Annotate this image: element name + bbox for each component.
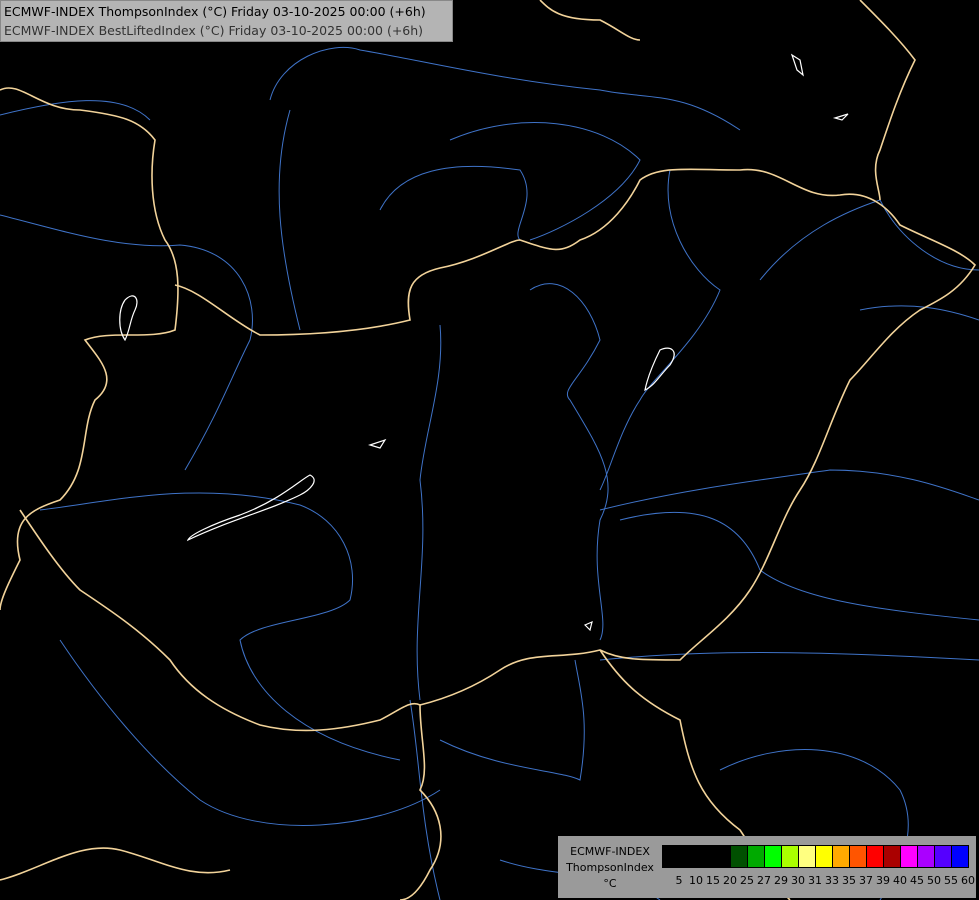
rivers [0,46,979,900]
lakes [119,53,849,632]
legend-parameter: ThompsonIndex [566,861,654,874]
legend-unit: °C [603,877,617,890]
title-thompson-index: ECMWF-INDEX ThompsonIndex (°C) Friday 03… [4,4,426,19]
legend-tick-label: 39 [876,874,890,887]
legend-caption: ECMWF-INDEX ThompsonIndex °C [560,844,660,892]
legend-tick-label: 40 [893,874,907,887]
legend-swatch [816,846,833,867]
legend-swatch [935,846,952,867]
legend-tick-label: 35 [842,874,856,887]
legend-tick-label: 20 [723,874,737,887]
legend-swatch [680,846,697,867]
legend-tick-label: 5 [675,874,683,887]
legend-swatch [884,846,901,867]
legend-swatch [714,846,731,867]
legend-tick-label: 60 [961,874,975,887]
legend-tick-label: 10 [689,874,703,887]
legend-swatch [697,846,714,867]
legend-swatch [663,846,680,867]
legend-tick-label: 29 [774,874,788,887]
legend-tick-label: 55 [944,874,958,887]
legend-swatch [918,846,935,867]
legend-swatch [850,846,867,867]
legend-tick-label: 50 [927,874,941,887]
color-legend: ECMWF-INDEX ThompsonIndex °C 5 10 15 20 25 27… [558,836,976,898]
legend-tick-label: 27 [757,874,771,887]
legend-swatch [765,846,782,867]
legend-tick-label: 33 [825,874,839,887]
legend-tick-labels: 5 10 15 20 25 27 29 30 31 33 35 37 39 40 45 50 55 60 [662,874,976,890]
legend-tick-label: 25 [740,874,754,887]
legend-swatch [833,846,850,867]
legend-tick-label: 30 [791,874,805,887]
legend-swatch [799,846,816,867]
legend-swatch [867,846,884,867]
legend-tick-label: 45 [910,874,924,887]
legend-swatch [952,846,968,867]
legend-tick-label: 31 [808,874,822,887]
map-title-box: ECMWF-INDEX ThompsonIndex (°C) Friday 03… [0,0,453,42]
legend-swatch [731,846,748,867]
legend-color-scale [662,845,969,868]
legend-source: ECMWF-INDEX [570,845,650,858]
legend-tick-label: 37 [859,874,873,887]
legend-swatch [748,846,765,867]
legend-tick-label: 15 [706,874,720,887]
legend-swatch [782,846,799,867]
title-best-lifted-index: ECMWF-INDEX BestLiftedIndex (°C) Friday … [4,23,424,38]
legend-swatch [901,846,918,867]
